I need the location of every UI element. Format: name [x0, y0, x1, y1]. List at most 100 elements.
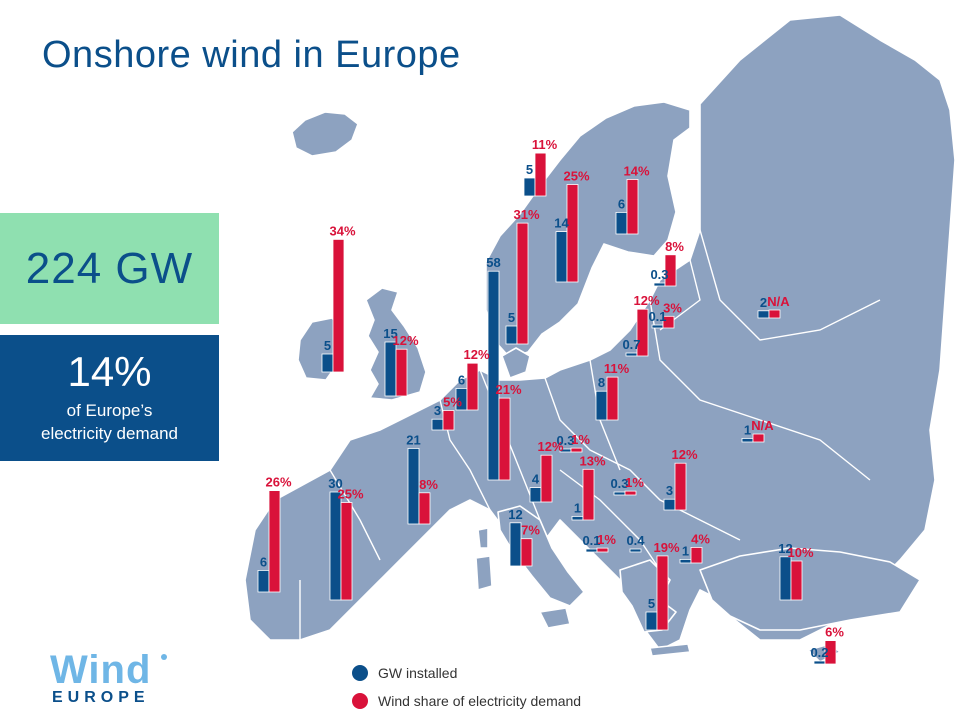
share-label-8: 12%	[633, 293, 659, 308]
share-bar-2	[626, 178, 639, 235]
share-bar-9	[768, 309, 781, 319]
share-bar-20	[582, 468, 595, 521]
share-label-26: 4%	[691, 531, 710, 546]
share-label-3: 8%	[665, 239, 684, 254]
share-label-15: 1%	[571, 432, 590, 447]
share-label-19: 12%	[671, 447, 697, 462]
gw-label-15: 0.3	[556, 433, 574, 448]
gw-bar-5	[487, 270, 500, 481]
turkey-shape	[699, 547, 921, 631]
gw-bar-19	[663, 498, 676, 511]
gw-bar-3	[653, 282, 666, 287]
gw-label-3: 0.3	[650, 267, 668, 282]
legend-swatch-share	[352, 693, 368, 709]
demand-share-caption-line1: of Europe’s	[66, 401, 153, 420]
iceland-shape	[291, 111, 359, 157]
gw-bar-23	[509, 522, 522, 567]
gw-bar-22	[329, 491, 342, 601]
gw-label-10: 15	[383, 326, 397, 341]
share-bar-12	[606, 376, 619, 421]
logo-word: Wind	[50, 648, 152, 692]
gw-label-18: 0.3	[610, 476, 628, 491]
share-bar-26	[690, 547, 703, 564]
share-label-16: 8%	[419, 477, 438, 492]
gw-label-4: 5	[324, 338, 331, 353]
gw-bar-29	[813, 660, 826, 665]
share-bar-8	[636, 308, 649, 357]
share-bar-10	[395, 348, 408, 397]
gw-label-17: 4	[532, 472, 540, 487]
gw-bar-16	[407, 447, 420, 525]
share-label-24: 1%	[597, 532, 616, 547]
gw-label-21: 6	[260, 554, 267, 569]
share-label-23: 7%	[521, 523, 540, 538]
demand-share-caption-line2: electricity demand	[40, 424, 178, 443]
legend-item-share: Wind share of electricity demand	[352, 688, 581, 714]
gw-bar-10	[384, 341, 397, 397]
share-label-7: 3%	[663, 300, 682, 315]
share-bar-19	[674, 462, 687, 511]
gw-label-6: 5	[508, 310, 515, 325]
share-bar-15	[570, 447, 583, 453]
share-bar-17	[540, 454, 553, 503]
share-bar-4	[332, 238, 345, 373]
share-label-21: 26%	[265, 475, 291, 490]
gw-bar-9	[757, 310, 770, 319]
share-bar-16	[418, 492, 431, 525]
gw-label-27: 12	[778, 541, 792, 556]
gw-label-22: 30	[328, 476, 342, 491]
demand-share-box: 14% of Europe’s electricity demand	[0, 335, 219, 461]
gw-label-24: 0.1	[582, 533, 600, 548]
share-label-29: 6%	[825, 625, 844, 640]
country-bars: 511%1425%614%0.38%534%5821%531%0.13%0.71…	[257, 137, 844, 665]
share-bar-3	[664, 254, 677, 287]
gw-label-25: 0.4	[626, 533, 645, 548]
gw-bar-24	[585, 548, 598, 553]
gw-label-5: 58	[486, 255, 500, 270]
share-label-5: 21%	[495, 382, 521, 397]
demand-share-caption: of Europe’s electricity demand	[0, 399, 219, 445]
legend-label-share: Wind share of electricity demand	[378, 693, 582, 709]
gw-bar-18	[613, 491, 626, 496]
share-label-13: 5%	[443, 395, 462, 410]
share-bar-23	[520, 538, 533, 567]
gw-label-0: 5	[526, 162, 533, 177]
gw-bar-14	[741, 437, 754, 443]
gw-bar-27	[779, 556, 792, 601]
demand-share-value: 14%	[67, 348, 152, 395]
share-label-10: 12%	[392, 333, 418, 348]
total-capacity-value: 224 GW	[25, 243, 194, 293]
gw-label-28: 5	[648, 596, 655, 611]
legend: GW installed Wind share of electricity d…	[352, 660, 581, 716]
logo-sub: EUROPE	[52, 689, 150, 706]
gw-bar-6	[505, 325, 518, 345]
share-bar-7	[662, 315, 675, 329]
gw-bar-17	[529, 487, 542, 503]
share-label-1: 25%	[563, 169, 589, 184]
share-label-17: 12%	[537, 439, 563, 454]
crete-shape	[649, 643, 691, 657]
share-label-0: 11%	[532, 137, 558, 152]
gw-bar-20	[571, 516, 584, 521]
gw-label-14: 1	[744, 422, 751, 437]
corsica-shape	[477, 527, 489, 549]
gw-bar-1	[555, 231, 568, 283]
gw-bar-7	[651, 324, 664, 329]
gw-bar-2	[615, 211, 628, 235]
share-bar-13	[442, 410, 455, 431]
share-label-14: N/A	[751, 418, 774, 433]
gw-bar-13	[431, 418, 444, 431]
sardinia-shape	[475, 555, 493, 591]
share-label-2: 14%	[623, 163, 649, 178]
denmark-shape	[501, 347, 531, 379]
share-bar-29	[824, 640, 837, 665]
gw-label-29: 0.2	[810, 645, 828, 660]
gw-bar-12	[595, 390, 608, 421]
gw-label-12: 8	[598, 375, 605, 390]
share-bar-22	[340, 502, 353, 601]
gw-bar-4	[321, 353, 334, 373]
legend-swatch-gw	[352, 665, 368, 681]
share-bar-18	[624, 490, 637, 496]
share-bar-24	[596, 547, 609, 553]
gw-label-16: 21	[406, 432, 420, 447]
